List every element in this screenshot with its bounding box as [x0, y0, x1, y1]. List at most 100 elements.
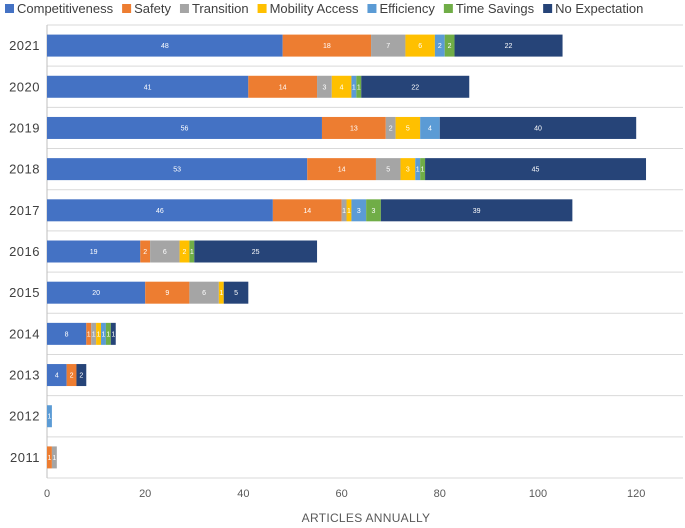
data-label: 25 — [252, 249, 260, 256]
data-label: 46 — [156, 208, 164, 215]
bar-segment — [356, 75, 362, 98]
bar-segment — [101, 322, 106, 345]
bar-segment — [47, 240, 141, 263]
data-label: 1 — [106, 331, 110, 338]
bar-segment — [248, 75, 318, 98]
data-label: 1 — [357, 84, 361, 91]
bar-segment — [331, 75, 352, 98]
data-label: 6 — [418, 43, 422, 50]
bar-segment — [282, 34, 372, 57]
bar-segment — [194, 240, 318, 263]
data-label: 4 — [340, 84, 344, 91]
bar-segment — [375, 158, 401, 181]
x-axis-title: ARTICLES ANNUALLY — [302, 511, 431, 525]
data-label: 3 — [322, 84, 326, 91]
bar-segment — [405, 34, 435, 57]
data-label: 4 — [428, 125, 432, 132]
x-tick-label: 0 — [44, 488, 50, 500]
data-label: 14 — [279, 84, 287, 91]
data-label: 20 — [92, 290, 100, 297]
bar-segment — [189, 281, 219, 304]
legend-label: No Expectation — [555, 1, 643, 16]
data-label: 41 — [144, 84, 152, 91]
x-tick-labels: 0 20 40 60 80 100 120 — [44, 488, 645, 500]
data-label: 1 — [111, 331, 115, 338]
data-label: 48 — [161, 43, 169, 50]
data-label: 1 — [52, 455, 56, 462]
data-label: 1 — [352, 84, 356, 91]
data-label: 1 — [190, 249, 194, 256]
bar-segment — [91, 322, 97, 345]
data-label: 5 — [386, 167, 390, 174]
data-label: 45 — [532, 167, 540, 174]
bar-segment — [47, 405, 52, 428]
bar-segment — [444, 34, 455, 57]
data-label: 1 — [416, 167, 420, 174]
year-label: 2011 — [10, 450, 40, 465]
x-tick-label: 100 — [529, 488, 547, 500]
bar-segment — [179, 240, 190, 263]
year-label: 2021 — [9, 38, 40, 53]
bar-segment — [361, 75, 470, 98]
bar-segment — [454, 34, 563, 57]
legend-swatch — [543, 4, 553, 13]
bar-segment — [47, 158, 308, 181]
bar-segment — [385, 116, 396, 139]
data-label: 18 — [323, 43, 331, 50]
data-label: 1 — [92, 331, 96, 338]
bar-segment — [341, 199, 347, 222]
bar-segment — [110, 322, 116, 345]
bar-segment — [76, 364, 87, 387]
bar-segment — [140, 240, 151, 263]
bar-segment — [218, 281, 224, 304]
data-label: 8 — [65, 331, 69, 338]
data-label: 5 — [406, 125, 410, 132]
legend-swatch — [257, 4, 267, 13]
legend-item: Mobility Access — [257, 1, 359, 16]
legend-item: Competitiveness — [5, 1, 114, 16]
x-tick-label: 120 — [627, 488, 645, 500]
data-label: 2 — [70, 373, 74, 380]
data-label: 7 — [386, 43, 390, 50]
bar-segment — [47, 281, 146, 304]
legend-label: Transition — [192, 1, 249, 16]
data-label: 2 — [183, 249, 187, 256]
year-label: 2016 — [9, 244, 40, 259]
bar-segment — [105, 322, 111, 345]
data-label: 1 — [347, 208, 351, 215]
legend-swatch — [367, 4, 377, 13]
data-label: 9 — [165, 290, 169, 297]
bar-segment — [371, 34, 406, 57]
data-label: 1 — [48, 414, 52, 421]
bar-segment — [317, 75, 332, 98]
data-label: 2 — [143, 249, 147, 256]
data-label: 40 — [534, 125, 542, 132]
year-labels: 2021 2020 2019 2018 2017 2016 2015 2014 2013 2012… — [9, 38, 40, 465]
bar-segment — [351, 75, 357, 98]
bar-segment — [47, 199, 273, 222]
bar-segment — [272, 199, 342, 222]
year-label: 2018 — [9, 162, 40, 177]
data-label: 53 — [173, 167, 181, 174]
year-label: 2019 — [9, 120, 40, 135]
data-label: 2 — [79, 373, 83, 380]
bar-segment — [47, 446, 52, 469]
bar-segment — [47, 364, 67, 387]
data-label: 1 — [97, 331, 101, 338]
data-label: 6 — [202, 290, 206, 297]
data-label: 1 — [48, 455, 52, 462]
year-label: 2017 — [9, 203, 40, 218]
bar-segment — [47, 75, 249, 98]
data-label: 22 — [411, 84, 419, 91]
legend-item: Efficiency — [367, 1, 435, 16]
bar-segment — [351, 199, 367, 222]
bar-segment — [415, 158, 421, 181]
data-label: 19 — [90, 249, 98, 256]
legend-swatch — [122, 4, 132, 13]
bar-segment — [145, 281, 190, 304]
year-label: 2012 — [9, 409, 40, 424]
x-tick-label: 40 — [237, 488, 249, 500]
data-label: 5 — [234, 290, 238, 297]
